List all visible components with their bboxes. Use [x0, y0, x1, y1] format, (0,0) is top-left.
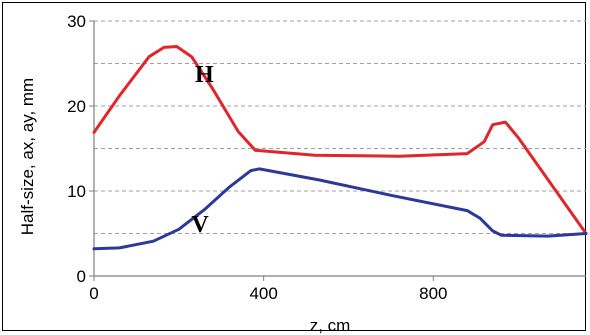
- x-tick-label: 400: [249, 284, 277, 303]
- y-tick-label: 10: [67, 182, 86, 201]
- x-axis-label: z, cm: [310, 316, 351, 335]
- y-tick-label: 20: [67, 97, 86, 116]
- x-tick-label: 800: [419, 284, 447, 303]
- annotation-h: H: [195, 62, 214, 88]
- y-tick-label: 30: [67, 12, 86, 31]
- annotation-v: V: [191, 212, 209, 238]
- series-line-h: [92, 45, 588, 235]
- y-tick-label: 0: [77, 267, 86, 286]
- x-tick-label: 0: [89, 284, 98, 303]
- y-axis-label: Half-size, ax, ay, mm: [18, 78, 37, 235]
- series-line-v: [92, 167, 588, 251]
